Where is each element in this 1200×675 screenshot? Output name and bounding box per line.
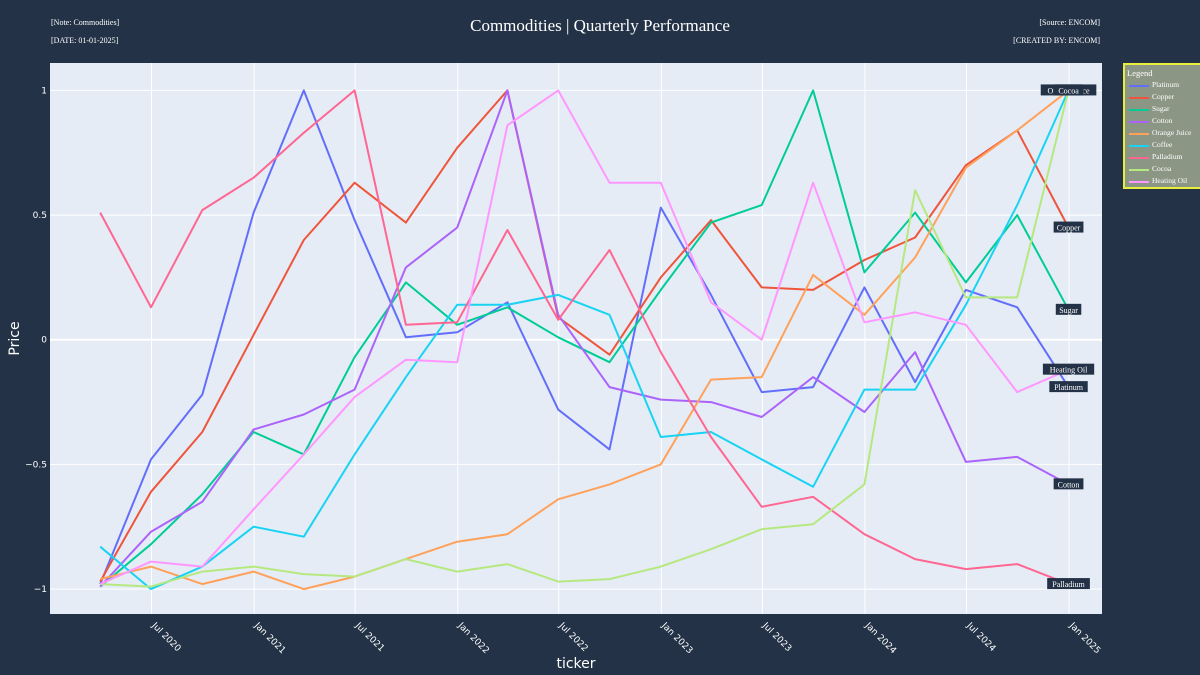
legend-label: Cocoa (1152, 164, 1172, 173)
end-label-sugar: Sugar (1055, 303, 1082, 315)
series-line-cocoa (100, 90, 1070, 588)
x-tick-label: Jan 2022 (455, 620, 491, 656)
legend-item-cotton[interactable]: Cotton (1127, 116, 1200, 128)
legend-swatch (1129, 133, 1149, 135)
end-label-text: Platinum (1054, 383, 1084, 392)
legend-item-heating-oil[interactable]: Heating Oil (1127, 176, 1200, 188)
legend-label: Coffee (1152, 140, 1173, 149)
legend: Legend Platinum Copper Sugar Cotton Orange J… (1123, 63, 1200, 189)
series-line-cotton (99, 89, 1069, 588)
legend-swatch (1129, 97, 1149, 99)
end-label-bg (1055, 84, 1082, 96)
x-tick-label: Jul 2023 (759, 620, 793, 654)
legend-label: Orange Juice (1152, 128, 1192, 137)
legend-swatch (1129, 169, 1149, 171)
legend-item-cocoa[interactable]: Cocoa (1127, 164, 1200, 176)
series-line-palladium (99, 89, 1069, 586)
legend-title: Legend (1127, 68, 1153, 78)
end-label-text: Sugar (1059, 306, 1078, 315)
legend-swatch (1129, 157, 1149, 159)
chart-title: Commodities | Quarterly Performance (470, 16, 730, 35)
y-tick-label: −0.5 (25, 460, 47, 470)
series-group (99, 89, 1070, 591)
x-tick-label: Jul 2021 (352, 620, 386, 654)
legend-label: Copper (1152, 92, 1175, 101)
legend-item-palladium[interactable]: Palladium (1127, 152, 1200, 164)
end-label-bg (1055, 303, 1082, 315)
legend-label: Heating Oil (1152, 176, 1188, 185)
legend-swatch (1129, 85, 1149, 87)
y-tick-label: −1 (34, 585, 47, 595)
end-label-bg (1042, 363, 1095, 375)
end-label-heating-oil: Heating Oil (1042, 363, 1095, 375)
end-label-cotton: Cotton (1053, 478, 1084, 490)
series-line-orange-juice (99, 89, 1070, 591)
legend-label: Palladium (1152, 152, 1183, 161)
legend-item-orange-juice[interactable]: Orange Juice (1127, 128, 1200, 140)
x-axis-title: ticker (556, 656, 595, 672)
legend-item-platinum[interactable]: Platinum (1127, 80, 1200, 92)
x-tick-label: Jan 2025 (1066, 620, 1102, 656)
legend-item-coffee[interactable]: Coffee (1127, 140, 1200, 152)
y-tick-label: 1 (41, 86, 47, 96)
end-label-text: Cocoa (1058, 86, 1079, 95)
source-label: [Source: ENCOM] (1039, 18, 1100, 27)
series-line-coffee (99, 89, 1070, 591)
legend-item-sugar[interactable]: Sugar (1127, 104, 1200, 116)
created-by-label: [CREATED BY: ENCOM] (1013, 36, 1100, 45)
x-tick-label: Jul 2020 (149, 620, 183, 654)
legend-item-copper[interactable]: Copper (1127, 92, 1200, 104)
end-label-cocoa: Cocoa (1055, 84, 1082, 96)
x-tick-label: Jan 2021 (251, 620, 287, 656)
y-tick-label: 0 (41, 336, 47, 346)
x-tick-label: Jan 2024 (862, 620, 898, 656)
end-label-text: Heating Oil (1050, 366, 1088, 375)
end-label-text: Cotton (1058, 480, 1080, 489)
end-label-bg (1053, 478, 1084, 490)
note-label: [Note: Commodities] (51, 18, 120, 27)
series-line-platinum (99, 89, 1070, 585)
end-label-platinum: Platinum (1049, 381, 1088, 393)
series-line-heating-oil (99, 89, 1069, 586)
end-label-text: Palladium (1052, 580, 1085, 589)
x-tick-label: Jul 2022 (556, 620, 590, 654)
x-tick-label: Jan 2023 (659, 620, 695, 656)
legend-swatch (1129, 121, 1149, 123)
y-tick-label: 0.5 (33, 211, 47, 221)
end-label-copper: Copper (1053, 221, 1084, 233)
legend-label: Cotton (1152, 116, 1173, 125)
y-axis-title: Price (7, 321, 23, 355)
legend-swatch (1129, 145, 1149, 147)
legend-swatch (1129, 109, 1149, 111)
legend-label: Platinum (1152, 80, 1180, 89)
end-label-text: Copper (1057, 224, 1081, 233)
x-tick-label: Jul 2024 (964, 620, 998, 654)
end-label-bg (1053, 221, 1084, 233)
date-label: [DATE: 01-01-2025] (51, 36, 119, 45)
legend-swatch (1129, 181, 1149, 183)
end-label-palladium: Palladium (1047, 578, 1090, 590)
legend-label: Sugar (1152, 104, 1170, 113)
end-label-bg (1047, 578, 1090, 590)
end-label-bg (1049, 381, 1088, 393)
